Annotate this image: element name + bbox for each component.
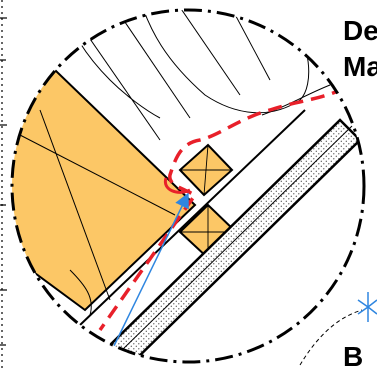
rafter-line xyxy=(79,109,306,326)
detail-circle xyxy=(10,8,366,364)
batten-upper xyxy=(178,143,234,197)
membrane-line xyxy=(98,86,346,332)
left-edge-marks xyxy=(0,0,7,371)
right-annotations xyxy=(299,292,377,366)
cladding-board xyxy=(108,118,362,362)
membrane-wrap xyxy=(163,177,191,194)
corner-text-bottom: B xyxy=(343,341,363,371)
detail-contents xyxy=(12,10,362,362)
corner-text-middle: Ma xyxy=(343,51,377,82)
pointer-arrow xyxy=(111,192,189,351)
corner-text-top: De xyxy=(343,15,377,46)
